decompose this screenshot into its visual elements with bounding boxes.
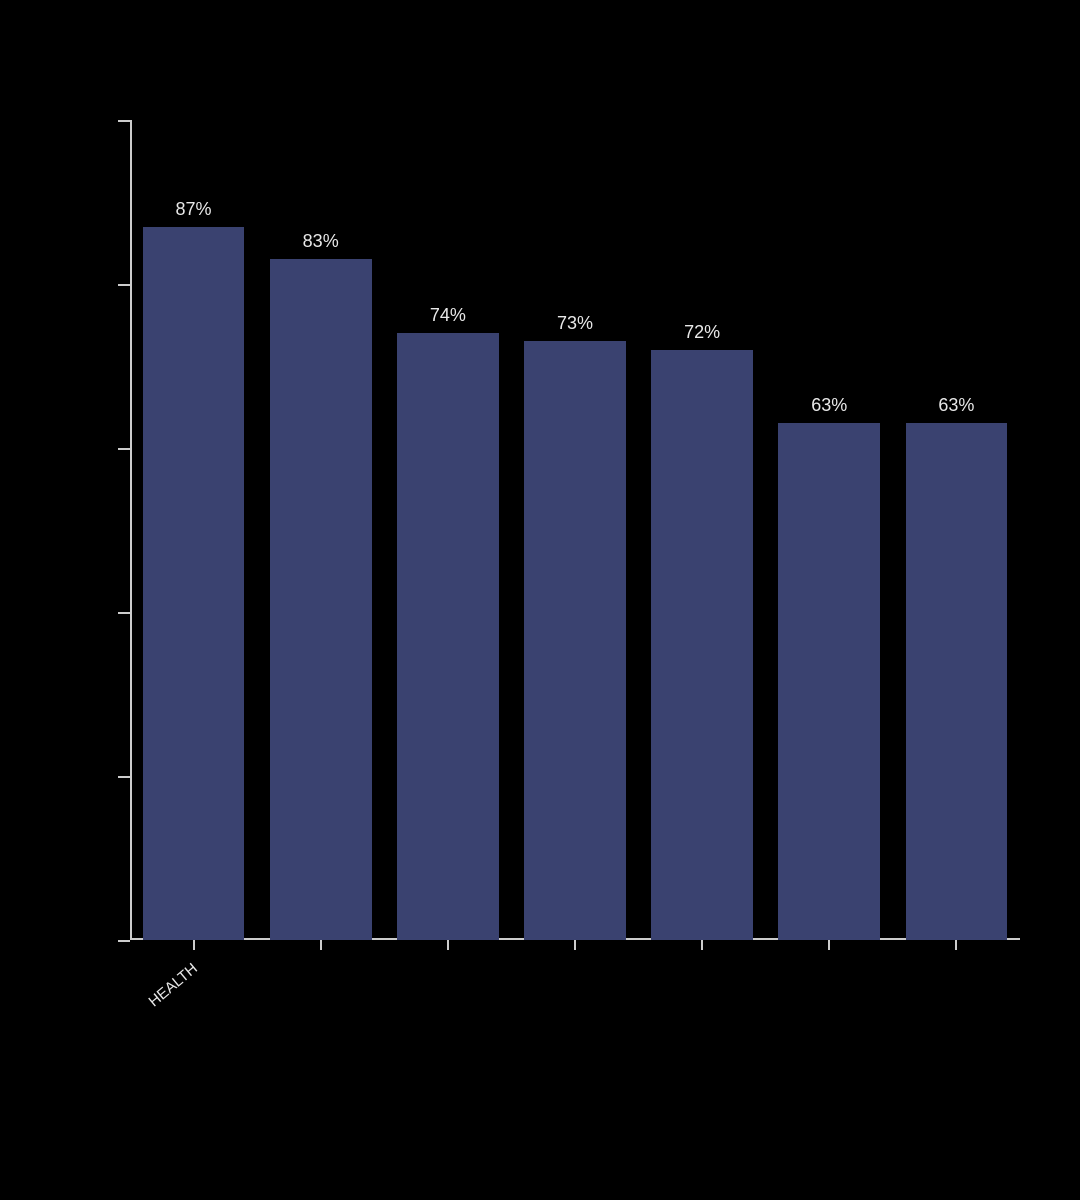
x-tick [828, 940, 830, 950]
bar: 72% [651, 350, 753, 940]
plot-area: 87%HEALTH83%74%73%72%63%63% [130, 120, 1020, 940]
bar-value-label: 63% [811, 395, 847, 416]
bar-value-label: 74% [430, 305, 466, 326]
y-axis-line [130, 120, 132, 940]
y-tick [118, 940, 130, 942]
x-tick [447, 940, 449, 950]
bar-value-label: 72% [684, 322, 720, 343]
bar: 74% [397, 333, 499, 940]
bar-chart: 87%HEALTH83%74%73%72%63%63% [100, 120, 1020, 1020]
x-tick [955, 940, 957, 950]
bar: 63% [778, 423, 880, 940]
bar: 73% [524, 341, 626, 940]
bar: 63% [906, 423, 1008, 940]
bar-value-label: 63% [938, 395, 974, 416]
x-axis-label: HEALTH [145, 960, 200, 1010]
x-tick [193, 940, 195, 950]
bar-value-label: 87% [176, 199, 212, 220]
y-tick [118, 612, 130, 614]
bar: 83% [270, 259, 372, 940]
x-tick [574, 940, 576, 950]
y-tick [118, 120, 130, 122]
bar: 87% [143, 227, 245, 940]
x-tick [320, 940, 322, 950]
y-tick [118, 448, 130, 450]
y-tick [118, 776, 130, 778]
x-tick [701, 940, 703, 950]
y-tick [118, 284, 130, 286]
bar-value-label: 73% [557, 313, 593, 334]
bar-value-label: 83% [303, 231, 339, 252]
